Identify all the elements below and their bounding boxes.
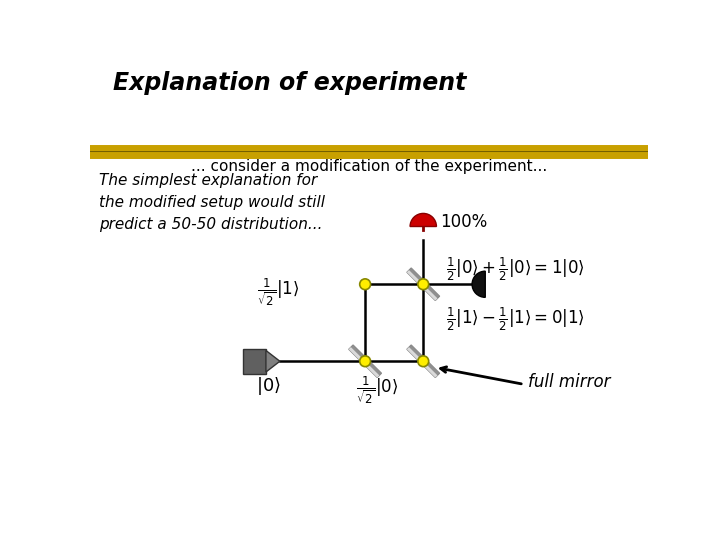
Text: The simplest explanation for
the modified setup would still
predict a 50-50 dist: The simplest explanation for the modifie… <box>99 173 325 232</box>
Polygon shape <box>407 347 438 377</box>
Polygon shape <box>407 270 438 301</box>
Text: $\frac{1}{\sqrt{2}}|0\rangle$: $\frac{1}{\sqrt{2}}|0\rangle$ <box>356 375 398 407</box>
Text: $\frac{1}{2}|1\rangle-\frac{1}{2}|1\rangle=0|1\rangle$: $\frac{1}{2}|1\rangle-\frac{1}{2}|1\rang… <box>446 305 585 333</box>
Circle shape <box>360 279 371 289</box>
Text: ... consider a modification of the experiment...: ... consider a modification of the exper… <box>191 159 547 174</box>
Text: full mirror: full mirror <box>528 373 611 391</box>
Wedge shape <box>472 271 485 298</box>
Polygon shape <box>407 345 440 377</box>
Wedge shape <box>410 213 436 226</box>
Text: $\frac{1}{2}|0\rangle+\frac{1}{2}|0\rangle=1|0\rangle$: $\frac{1}{2}|0\rangle+\frac{1}{2}|0\rang… <box>446 255 585 282</box>
Text: $|0\rangle$: $|0\rangle$ <box>256 375 281 397</box>
Polygon shape <box>266 350 280 372</box>
Text: 100%: 100% <box>441 213 487 231</box>
Polygon shape <box>407 268 440 301</box>
Circle shape <box>418 279 428 289</box>
Text: $\frac{1}{\sqrt{2}}|1\rangle$: $\frac{1}{\sqrt{2}}|1\rangle$ <box>257 276 300 308</box>
Bar <box>243 349 266 374</box>
Polygon shape <box>348 347 379 377</box>
Circle shape <box>418 356 428 367</box>
Polygon shape <box>348 345 382 377</box>
Text: Explanation of experiment: Explanation of experiment <box>113 71 467 95</box>
Circle shape <box>360 356 371 367</box>
